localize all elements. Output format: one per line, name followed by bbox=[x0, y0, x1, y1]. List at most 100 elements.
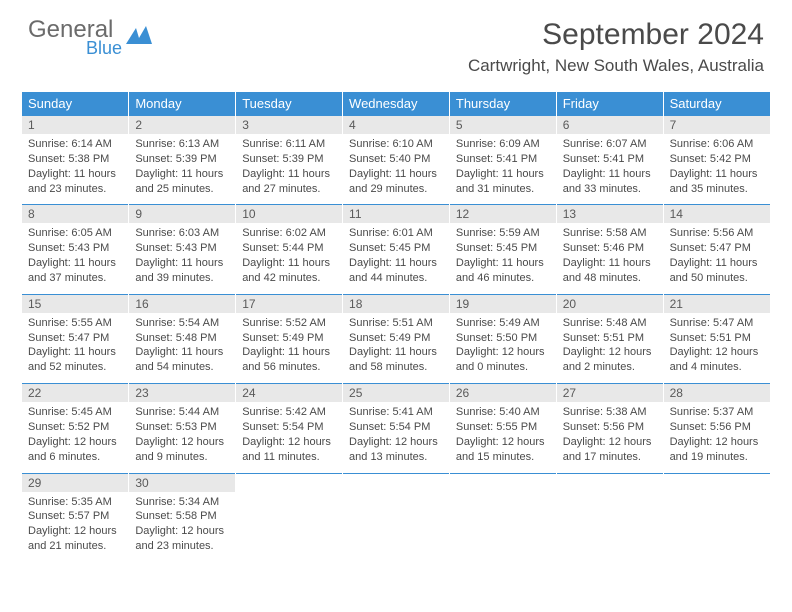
day-details: Sunrise: 5:47 AMSunset: 5:51 PMDaylight:… bbox=[664, 313, 770, 383]
day-number: 25 bbox=[343, 383, 449, 402]
day-details: Sunrise: 5:45 AMSunset: 5:52 PMDaylight:… bbox=[22, 402, 128, 472]
calendar-grid: SundayMondayTuesdayWednesdayThursdayFrid… bbox=[22, 92, 770, 562]
calendar-cell: 30Sunrise: 5:34 AMSunset: 5:58 PMDayligh… bbox=[129, 473, 236, 562]
day-number: 12 bbox=[450, 204, 556, 223]
day-number: 7 bbox=[664, 115, 770, 134]
day-details: Sunrise: 5:34 AMSunset: 5:58 PMDaylight:… bbox=[129, 492, 235, 562]
calendar-cell bbox=[449, 473, 556, 562]
calendar-cell: 26Sunrise: 5:40 AMSunset: 5:55 PMDayligh… bbox=[449, 383, 556, 472]
day-details: Sunrise: 5:54 AMSunset: 5:48 PMDaylight:… bbox=[129, 313, 235, 383]
day-number: 3 bbox=[236, 115, 342, 134]
day-details: Sunrise: 5:37 AMSunset: 5:56 PMDaylight:… bbox=[664, 402, 770, 472]
day-number: 17 bbox=[236, 294, 342, 313]
day-details: Sunrise: 6:07 AMSunset: 5:41 PMDaylight:… bbox=[557, 134, 663, 204]
empty-day-body bbox=[557, 492, 663, 554]
day-number: 5 bbox=[450, 115, 556, 134]
calendar-cell: 5Sunrise: 6:09 AMSunset: 5:41 PMDaylight… bbox=[449, 115, 556, 204]
day-details: Sunrise: 5:41 AMSunset: 5:54 PMDaylight:… bbox=[343, 402, 449, 472]
weekday-header: Monday bbox=[129, 92, 236, 115]
day-number: 4 bbox=[343, 115, 449, 134]
day-details: Sunrise: 6:01 AMSunset: 5:45 PMDaylight:… bbox=[343, 223, 449, 293]
calendar-cell bbox=[663, 473, 770, 562]
calendar-cell bbox=[343, 473, 450, 562]
day-details: Sunrise: 6:11 AMSunset: 5:39 PMDaylight:… bbox=[236, 134, 342, 204]
day-number: 8 bbox=[22, 204, 128, 223]
calendar-cell: 16Sunrise: 5:54 AMSunset: 5:48 PMDayligh… bbox=[129, 294, 236, 383]
calendar-cell: 23Sunrise: 5:44 AMSunset: 5:53 PMDayligh… bbox=[129, 383, 236, 472]
title-block: September 2024 Cartwright, New South Wal… bbox=[468, 18, 764, 76]
day-number: 22 bbox=[22, 383, 128, 402]
calendar-cell: 20Sunrise: 5:48 AMSunset: 5:51 PMDayligh… bbox=[556, 294, 663, 383]
day-details: Sunrise: 6:02 AMSunset: 5:44 PMDaylight:… bbox=[236, 223, 342, 293]
day-details: Sunrise: 5:44 AMSunset: 5:53 PMDaylight:… bbox=[129, 402, 235, 472]
empty-day-number bbox=[450, 473, 556, 492]
calendar-cell: 14Sunrise: 5:56 AMSunset: 5:47 PMDayligh… bbox=[663, 204, 770, 293]
day-details: Sunrise: 6:13 AMSunset: 5:39 PMDaylight:… bbox=[129, 134, 235, 204]
day-number: 11 bbox=[343, 204, 449, 223]
day-number: 26 bbox=[450, 383, 556, 402]
calendar-cell: 24Sunrise: 5:42 AMSunset: 5:54 PMDayligh… bbox=[236, 383, 343, 472]
wave-icon bbox=[126, 26, 152, 51]
day-number: 1 bbox=[22, 115, 128, 134]
calendar-cell: 12Sunrise: 5:59 AMSunset: 5:45 PMDayligh… bbox=[449, 204, 556, 293]
calendar-cell: 9Sunrise: 6:03 AMSunset: 5:43 PMDaylight… bbox=[129, 204, 236, 293]
calendar-cell bbox=[236, 473, 343, 562]
day-number: 29 bbox=[22, 473, 128, 492]
empty-day-number bbox=[664, 473, 770, 492]
month-title: September 2024 bbox=[468, 18, 764, 52]
weekday-header: Saturday bbox=[663, 92, 770, 115]
day-number: 20 bbox=[557, 294, 663, 313]
weekday-header: Sunday bbox=[22, 92, 129, 115]
calendar-cell: 8Sunrise: 6:05 AMSunset: 5:43 PMDaylight… bbox=[22, 204, 129, 293]
calendar-cell: 18Sunrise: 5:51 AMSunset: 5:49 PMDayligh… bbox=[343, 294, 450, 383]
calendar-cell bbox=[556, 473, 663, 562]
empty-day-number bbox=[236, 473, 342, 492]
weekday-header: Wednesday bbox=[343, 92, 450, 115]
calendar-cell: 11Sunrise: 6:01 AMSunset: 5:45 PMDayligh… bbox=[343, 204, 450, 293]
page-header: General Blue September 2024 Cartwright, … bbox=[0, 0, 792, 84]
day-number: 13 bbox=[557, 204, 663, 223]
day-details: Sunrise: 5:38 AMSunset: 5:56 PMDaylight:… bbox=[557, 402, 663, 472]
weekday-header: Tuesday bbox=[236, 92, 343, 115]
day-details: Sunrise: 6:05 AMSunset: 5:43 PMDaylight:… bbox=[22, 223, 128, 293]
calendar-cell: 7Sunrise: 6:06 AMSunset: 5:42 PMDaylight… bbox=[663, 115, 770, 204]
calendar-cell: 2Sunrise: 6:13 AMSunset: 5:39 PMDaylight… bbox=[129, 115, 236, 204]
day-number: 9 bbox=[129, 204, 235, 223]
day-number: 16 bbox=[129, 294, 235, 313]
day-details: Sunrise: 5:40 AMSunset: 5:55 PMDaylight:… bbox=[450, 402, 556, 472]
day-number: 10 bbox=[236, 204, 342, 223]
calendar-row: 22Sunrise: 5:45 AMSunset: 5:52 PMDayligh… bbox=[22, 383, 770, 472]
day-number: 21 bbox=[664, 294, 770, 313]
brand-logo: General Blue bbox=[28, 18, 152, 59]
day-details: Sunrise: 6:06 AMSunset: 5:42 PMDaylight:… bbox=[664, 134, 770, 204]
day-details: Sunrise: 5:58 AMSunset: 5:46 PMDaylight:… bbox=[557, 223, 663, 293]
day-details: Sunrise: 5:55 AMSunset: 5:47 PMDaylight:… bbox=[22, 313, 128, 383]
calendar-cell: 21Sunrise: 5:47 AMSunset: 5:51 PMDayligh… bbox=[663, 294, 770, 383]
day-number: 2 bbox=[129, 115, 235, 134]
day-details: Sunrise: 5:49 AMSunset: 5:50 PMDaylight:… bbox=[450, 313, 556, 383]
calendar-cell: 10Sunrise: 6:02 AMSunset: 5:44 PMDayligh… bbox=[236, 204, 343, 293]
calendar-cell: 19Sunrise: 5:49 AMSunset: 5:50 PMDayligh… bbox=[449, 294, 556, 383]
day-details: Sunrise: 5:48 AMSunset: 5:51 PMDaylight:… bbox=[557, 313, 663, 383]
weekday-header: Thursday bbox=[449, 92, 556, 115]
calendar-cell: 29Sunrise: 5:35 AMSunset: 5:57 PMDayligh… bbox=[22, 473, 129, 562]
empty-day-body bbox=[450, 492, 556, 554]
location-subtitle: Cartwright, New South Wales, Australia bbox=[468, 56, 764, 76]
calendar-body: 1Sunrise: 6:14 AMSunset: 5:38 PMDaylight… bbox=[22, 115, 770, 562]
day-details: Sunrise: 5:56 AMSunset: 5:47 PMDaylight:… bbox=[664, 223, 770, 293]
day-number: 28 bbox=[664, 383, 770, 402]
calendar-cell: 3Sunrise: 6:11 AMSunset: 5:39 PMDaylight… bbox=[236, 115, 343, 204]
calendar-cell: 1Sunrise: 6:14 AMSunset: 5:38 PMDaylight… bbox=[22, 115, 129, 204]
day-number: 30 bbox=[129, 473, 235, 492]
calendar-cell: 28Sunrise: 5:37 AMSunset: 5:56 PMDayligh… bbox=[663, 383, 770, 472]
calendar-row: 1Sunrise: 6:14 AMSunset: 5:38 PMDaylight… bbox=[22, 115, 770, 204]
day-details: Sunrise: 6:03 AMSunset: 5:43 PMDaylight:… bbox=[129, 223, 235, 293]
empty-day-body bbox=[664, 492, 770, 554]
day-details: Sunrise: 5:59 AMSunset: 5:45 PMDaylight:… bbox=[450, 223, 556, 293]
day-number: 15 bbox=[22, 294, 128, 313]
day-details: Sunrise: 5:42 AMSunset: 5:54 PMDaylight:… bbox=[236, 402, 342, 472]
calendar-cell: 27Sunrise: 5:38 AMSunset: 5:56 PMDayligh… bbox=[556, 383, 663, 472]
calendar-cell: 13Sunrise: 5:58 AMSunset: 5:46 PMDayligh… bbox=[556, 204, 663, 293]
empty-day-number bbox=[557, 473, 663, 492]
calendar-row: 15Sunrise: 5:55 AMSunset: 5:47 PMDayligh… bbox=[22, 294, 770, 383]
